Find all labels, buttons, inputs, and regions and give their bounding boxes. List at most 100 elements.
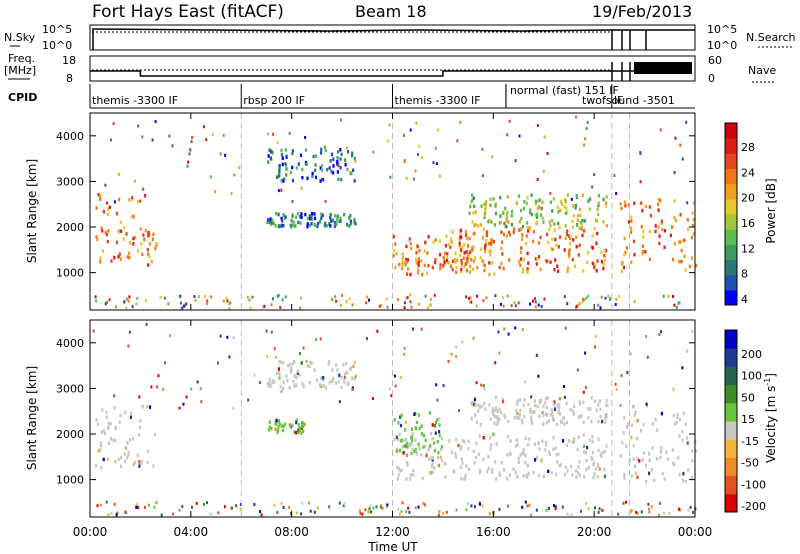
range-gate-cell [128,295,131,299]
range-gate-cell [555,472,558,477]
range-gate-cell [340,177,343,182]
range-gate-cell [462,256,465,260]
range-gate-cell [542,220,545,224]
range-gate-cell [506,195,509,199]
range-gate-cell [304,212,307,217]
range-gate-cell [557,245,560,249]
range-gate-cell [305,148,308,152]
range-gate-cell [552,436,555,440]
range-gate-cell [499,302,502,306]
range-gate-cell [492,412,495,417]
range-gate-cell [148,405,152,409]
range-gate-cell [351,151,354,155]
range-gate-cell [519,408,522,413]
range-gate-cell [604,204,607,208]
range-gate-cell [479,469,482,473]
range-gate-cell [455,437,458,442]
range-gate-cell [108,205,111,209]
range-gate-cell [501,399,505,404]
y-tick-label: 2000 [56,428,84,441]
range-gate-cell [489,249,492,253]
range-gate-cell [573,437,576,441]
range-gate-cell [309,509,312,513]
range-gate-cell [404,444,407,448]
range-gate-cell [393,437,396,441]
range-gate-cell [389,175,392,179]
range-gate-cell [661,472,664,476]
range-gate-cell [630,423,634,428]
range-gate-cell [549,223,552,228]
range-gate-cell [595,269,598,273]
range-gate-cell [482,457,485,462]
range-gate-cell [464,473,467,478]
range-gate-cell [128,251,131,256]
range-gate-cell [106,239,109,244]
range-gate-cell [626,371,629,375]
range-gate-cell [406,258,409,262]
range-gate-cell [398,432,401,436]
range-gate-cell [270,426,273,431]
range-gate-cell [429,303,432,307]
range-gate-cell [537,441,540,446]
range-gate-cell [299,296,302,300]
range-gate-cell [272,132,275,136]
range-gate-cell [346,223,349,227]
range-gate-cell [520,257,523,261]
range-gate-cell [485,233,488,238]
range-gate-cell [299,215,302,219]
range-gate-cell [544,259,548,263]
range-gate-cell [404,263,407,267]
range-gate-cell [533,399,536,403]
range-gate-cell [414,438,417,442]
range-gate-cell [483,401,486,406]
range-gate-cell [148,242,151,246]
range-gate-cell [642,451,646,455]
range-gate-cell [203,295,206,298]
range-gate-cell [542,170,545,173]
range-gate-cell [605,195,608,199]
range-gate-cell [372,506,375,510]
range-gate-cell [591,246,594,250]
range-gate-cell [183,304,186,308]
range-gate-cell [123,300,126,304]
range-gate-cell [138,425,141,430]
range-gate-cell [512,230,515,234]
range-gate-cell [336,214,339,218]
range-gate-cell [477,403,480,407]
range-gate-cell [128,241,132,245]
range-gate-cell [474,256,477,260]
range-gate-cell [309,360,312,364]
range-gate-cell [507,230,511,235]
range-gate-cell [554,505,557,509]
range-gate-cell [678,434,681,438]
range-gate-cell [503,327,506,331]
y-tick-label: 3000 [56,382,84,395]
range-gate-cell [136,200,140,204]
range-gate-cell [483,202,486,207]
range-gate-cell [536,212,539,217]
range-gate-cell [388,123,391,127]
range-gate-cell [586,260,589,265]
noise-panel-frame [89,24,696,51]
range-gate-cell [460,261,463,265]
range-gate-cell [105,410,108,415]
range-gate-cell [627,422,630,427]
range-gate-cell [590,419,593,424]
range-gate-cell [692,217,695,222]
range-gate-cell [148,254,151,259]
range-gate-cell [266,381,269,386]
range-gate-cell [251,295,254,299]
range-gate-cell [320,147,323,152]
range-gate-cell [145,299,147,303]
range-gate-cell [499,410,503,415]
range-gate-cell [188,152,191,156]
range-gate-cell [598,507,601,511]
range-gate-cell [460,445,463,449]
range-gate-cell [248,298,251,302]
range-gate-cell [459,230,462,235]
range-gate-cell [536,206,539,211]
range-gate-cell [181,306,184,310]
range-gate-cell [536,220,539,224]
range-gate-cell [325,224,328,228]
range-gate-cell [552,417,555,422]
